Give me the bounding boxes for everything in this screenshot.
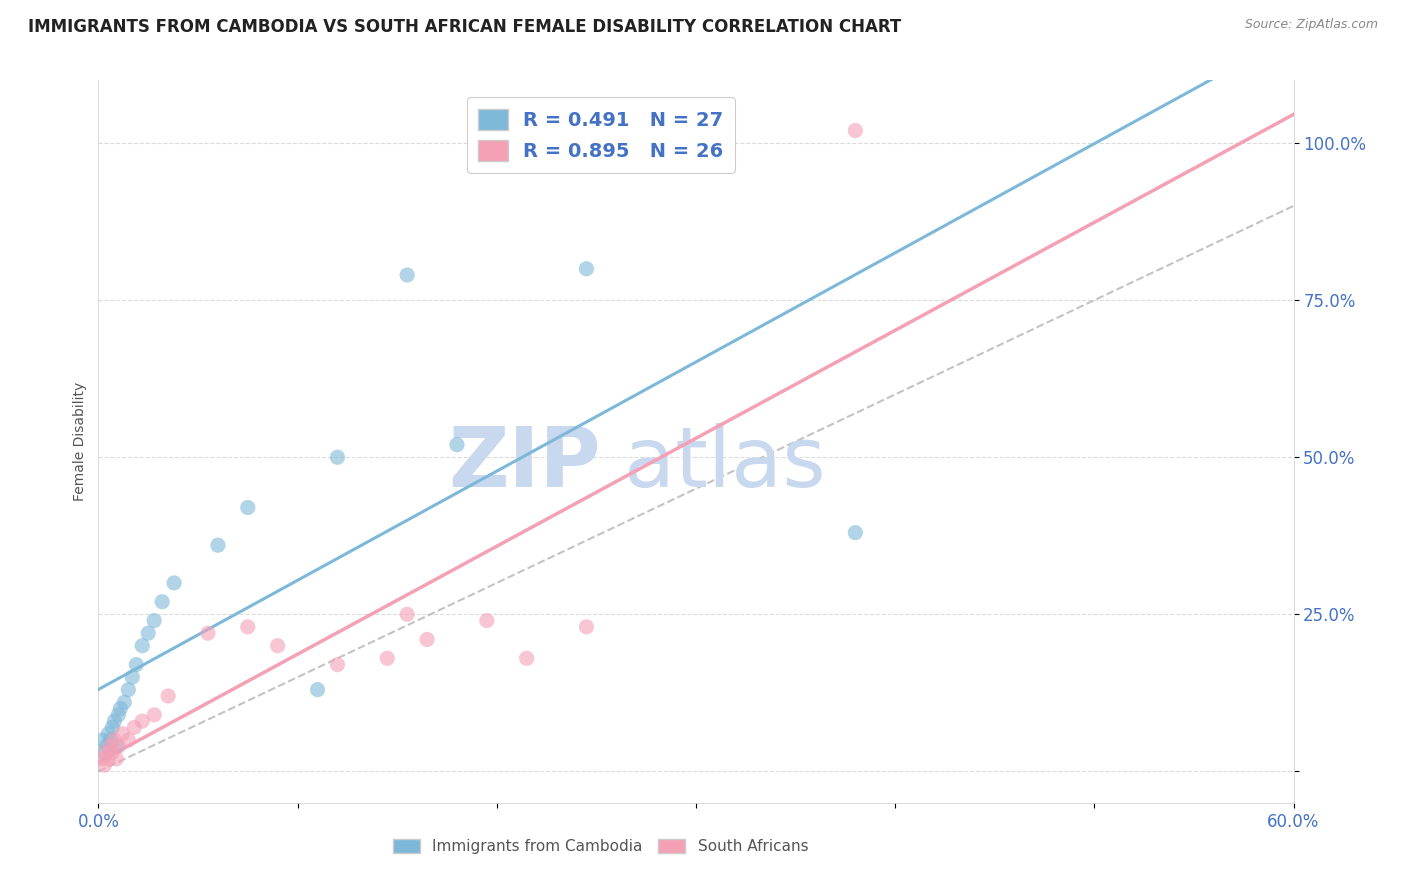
Point [97, 727, 120, 741]
Point [326, 450, 349, 465]
Point [131, 639, 153, 653]
Point [111, 727, 134, 741]
Point [91, 752, 114, 766]
Point [307, 682, 329, 697]
Text: ZIP: ZIP [449, 423, 600, 504]
Point [131, 714, 153, 728]
Point [117, 682, 139, 697]
Point [150, 595, 173, 609]
Point [375, 651, 398, 665]
Point [96, 746, 118, 760]
Point [103, 714, 125, 728]
Point [267, 639, 290, 653]
Point [326, 657, 349, 672]
Point [236, 500, 259, 515]
Y-axis label: Female Disability: Female Disability [73, 382, 87, 501]
Point [236, 620, 259, 634]
Point [157, 689, 180, 703]
Point [396, 268, 419, 282]
Point [396, 607, 419, 622]
Point [98, 733, 122, 747]
Point [124, 720, 146, 734]
Point [844, 525, 866, 540]
Point [96, 739, 118, 754]
Point [107, 707, 129, 722]
Point [516, 651, 538, 665]
Text: Source: ZipAtlas.com: Source: ZipAtlas.com [1244, 18, 1378, 31]
Point [446, 438, 468, 452]
Point [103, 733, 125, 747]
Point [105, 752, 128, 766]
Point [207, 538, 229, 552]
Point [475, 614, 498, 628]
Point [105, 739, 128, 754]
Point [91, 733, 114, 747]
Point [575, 261, 598, 276]
Point [101, 746, 124, 760]
Point [97, 752, 120, 766]
Text: atlas: atlas [624, 423, 825, 504]
Point [93, 758, 115, 772]
Point [112, 695, 135, 709]
Point [143, 707, 166, 722]
Point [101, 720, 124, 734]
Point [110, 701, 132, 715]
Point [117, 733, 139, 747]
Point [416, 632, 439, 647]
Point [121, 670, 143, 684]
Point [107, 739, 129, 754]
Point [98, 739, 122, 754]
Point [143, 614, 166, 628]
Point [163, 575, 186, 590]
Point [125, 657, 148, 672]
Point [575, 620, 598, 634]
Point [93, 746, 115, 760]
Point [136, 626, 159, 640]
Point [844, 123, 866, 137]
Legend: Immigrants from Cambodia, South Africans: Immigrants from Cambodia, South Africans [387, 833, 814, 860]
Text: IMMIGRANTS FROM CAMBODIA VS SOUTH AFRICAN FEMALE DISABILITY CORRELATION CHART: IMMIGRANTS FROM CAMBODIA VS SOUTH AFRICA… [28, 18, 901, 36]
Point [197, 626, 219, 640]
